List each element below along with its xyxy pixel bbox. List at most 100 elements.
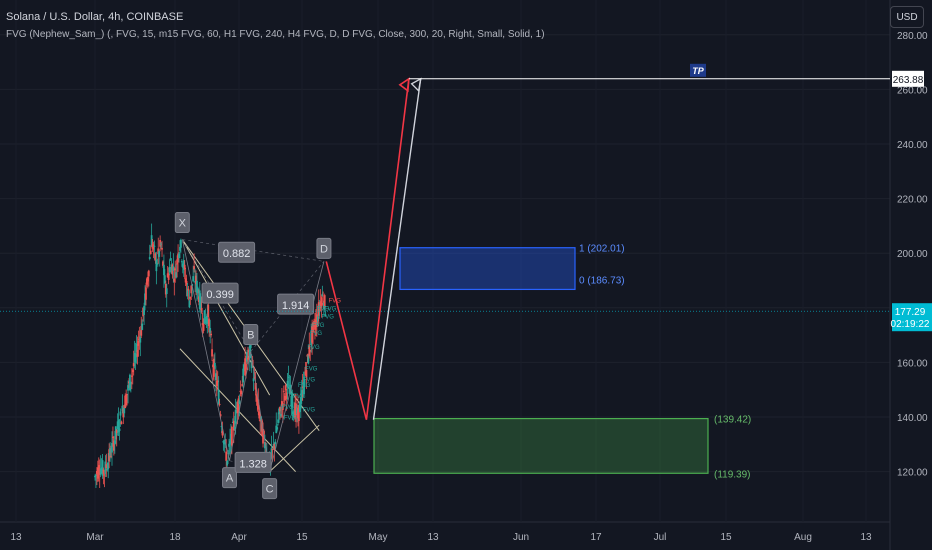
candle-body	[97, 465, 100, 475]
x-tick-label: 13	[10, 532, 22, 543]
candle-body	[182, 260, 185, 270]
candle-body	[233, 426, 236, 430]
candle-body	[244, 358, 246, 376]
countdown-label: 02:19:22	[891, 319, 930, 330]
candle-body	[245, 363, 247, 370]
candle-body	[295, 403, 297, 416]
candle-body	[217, 389, 220, 404]
candle-body	[226, 461, 229, 466]
candle-body	[103, 474, 106, 476]
support-zone-box	[373, 417, 709, 474]
support-bottom-label: (119.39)	[714, 469, 751, 480]
candle-body	[232, 420, 235, 431]
candle-body	[112, 440, 115, 451]
candle-body	[308, 345, 311, 357]
candle-body	[294, 403, 297, 420]
candle-body	[154, 253, 157, 261]
candle-body	[219, 414, 222, 417]
candle-body	[166, 273, 169, 278]
candle-body	[230, 433, 232, 444]
candle-body	[129, 374, 131, 391]
candle-body	[169, 258, 172, 260]
candle-body	[318, 304, 321, 308]
projection-white	[372, 78, 422, 420]
candle-body	[246, 352, 248, 362]
candle-body	[324, 314, 327, 316]
candle-body	[278, 408, 280, 415]
candle-body	[149, 250, 152, 255]
candle-body	[214, 373, 217, 381]
x-tick-label: Jul	[654, 532, 667, 543]
candle-body	[95, 474, 97, 476]
candle-body	[190, 285, 193, 294]
candle-body	[118, 428, 121, 432]
candle-body	[258, 411, 261, 419]
candle-body	[288, 388, 291, 394]
candle-body	[120, 421, 123, 425]
candle-body	[249, 343, 252, 349]
fib-zone-box	[399, 247, 576, 291]
candle-body	[107, 462, 110, 470]
candle-body	[222, 440, 225, 443]
candle-body	[183, 264, 186, 270]
candle-body	[172, 266, 175, 271]
candle-body	[221, 430, 224, 436]
candle-body	[235, 410, 238, 413]
candle-body	[201, 322, 204, 326]
currency-button[interactable]: USD	[890, 6, 924, 28]
candle-body	[187, 288, 190, 291]
candle-body	[299, 397, 302, 409]
x-tick-label: 15	[720, 532, 732, 543]
x-tick-label: Apr	[231, 532, 247, 543]
candle-body	[212, 364, 214, 368]
indicator-legend[interactable]: FVG (Nephew_Sam_) (, FVG, 15, m15 FVG, 6…	[6, 29, 545, 40]
fvg-tag: FVG	[329, 298, 342, 304]
candle-body	[163, 275, 166, 284]
candle-body	[128, 381, 130, 384]
candle-body	[321, 293, 324, 296]
candle-body	[283, 395, 286, 401]
candle-body	[198, 290, 201, 310]
candle-body	[238, 400, 241, 405]
candle-body	[262, 428, 264, 444]
candle-body	[110, 455, 112, 457]
y-tick-label: 260.00	[897, 85, 928, 96]
pattern-point-box	[316, 237, 332, 259]
candle-body	[168, 266, 171, 273]
last-price-value: 177.29	[895, 307, 926, 318]
candle-body	[296, 408, 298, 415]
candle-body	[185, 281, 188, 285]
x-tick-label: Jun	[513, 532, 529, 543]
candle-body	[229, 441, 231, 445]
pattern-point-box	[222, 467, 238, 489]
x-tick-label: Aug	[794, 532, 812, 543]
candle-body	[135, 343, 138, 353]
candle-body	[309, 349, 312, 352]
candle-body	[305, 369, 308, 378]
candle-body	[100, 467, 103, 470]
candle-body	[176, 259, 179, 265]
candle-body	[213, 362, 216, 366]
candle-body	[243, 365, 246, 370]
candle-body	[145, 287, 147, 300]
candle-body	[277, 419, 280, 423]
projection-white-arrowhead	[410, 77, 422, 93]
candle-body	[301, 386, 304, 388]
candle-body	[171, 264, 174, 275]
candle-body	[199, 296, 202, 311]
candle-body	[314, 319, 317, 328]
x-tick-label: 13	[427, 532, 439, 543]
candle-body	[280, 413, 282, 417]
fvg-tag: FVG	[303, 408, 316, 414]
candle-body	[270, 448, 273, 458]
fvg-tag: FVG	[298, 383, 311, 389]
fvg-tag: FVG	[307, 345, 320, 351]
candle-body	[284, 385, 287, 391]
ratio-label: 1.914	[282, 300, 310, 312]
candle-body	[306, 354, 309, 357]
tp-tag-label: TP	[692, 66, 704, 76]
candle-body	[106, 468, 109, 471]
candle-body	[242, 368, 245, 383]
